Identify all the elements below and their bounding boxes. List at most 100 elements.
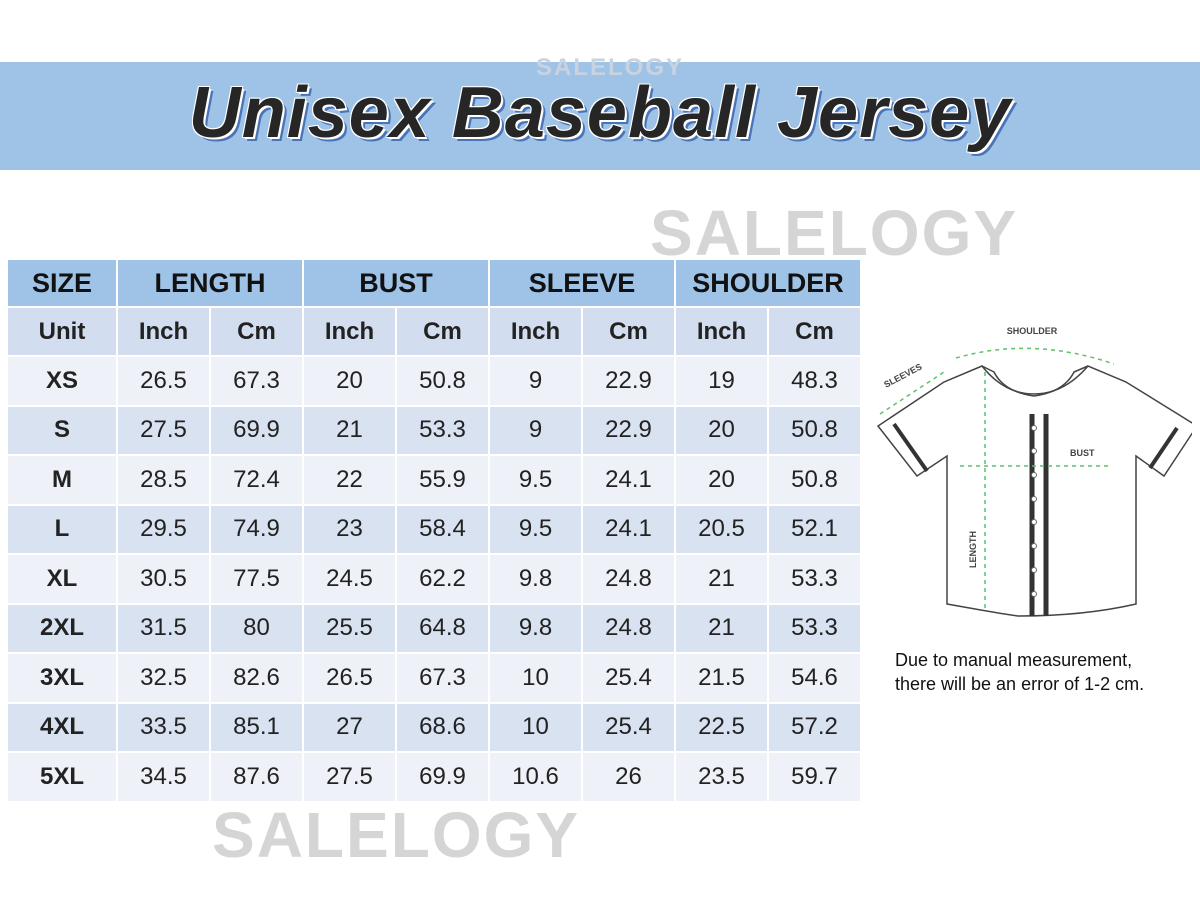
jersey-measurement-diagram: SHOULDER SLEEVES BUST LENGTH xyxy=(876,326,1192,617)
value-cell: 27.5 xyxy=(304,753,395,801)
note-line: there will be an error of 1-2 cm. xyxy=(895,674,1145,694)
value-cell: 24.5 xyxy=(304,555,395,603)
value-cell: 9.8 xyxy=(490,555,581,603)
value-cell: 24.1 xyxy=(583,456,674,504)
value-cell: 9 xyxy=(490,406,581,454)
value-cell: 27.5 xyxy=(118,406,209,454)
watermark: SALELOGY xyxy=(536,54,685,81)
value-cell: 28.5 xyxy=(118,456,209,504)
value-cell: 19 xyxy=(676,357,767,405)
label-bust: BUST xyxy=(1070,448,1095,458)
value-cell: 29.5 xyxy=(118,505,209,553)
value-cell: 72.4 xyxy=(211,456,302,504)
label-length: LENGTH xyxy=(968,531,978,568)
value-cell: 22 xyxy=(304,456,395,504)
unit-cell: Cm xyxy=(397,308,488,355)
jersey-icon xyxy=(876,365,1192,617)
value-cell: 53.3 xyxy=(769,604,860,652)
unit-cell: Inch xyxy=(304,308,395,355)
value-cell: 21 xyxy=(304,406,395,454)
page-title: Unisex Baseball Jersey xyxy=(188,73,1012,153)
header-bust: BUST xyxy=(304,260,488,306)
value-cell: 85.1 xyxy=(211,703,302,751)
value-cell: 53.3 xyxy=(397,406,488,454)
value-cell: 31.5 xyxy=(118,604,209,652)
value-cell: 50.8 xyxy=(397,357,488,405)
value-cell: 9 xyxy=(490,357,581,405)
value-cell: 24.1 xyxy=(583,505,674,553)
value-cell: 9.5 xyxy=(490,456,581,504)
header-sleeve: SLEEVE xyxy=(490,260,674,306)
value-cell: 69.9 xyxy=(211,406,302,454)
table-row: M 28.5 72.4 22 55.9 9.5 24.1 20 50.8 xyxy=(8,456,860,504)
unit-cell: Cm xyxy=(211,308,302,355)
value-cell: 67.3 xyxy=(397,654,488,702)
value-cell: 26.5 xyxy=(304,654,395,702)
value-cell: 50.8 xyxy=(769,406,860,454)
label-shoulder: SHOULDER xyxy=(1007,326,1058,336)
value-cell: 30.5 xyxy=(118,555,209,603)
value-cell: 59.7 xyxy=(769,753,860,801)
size-cell: M xyxy=(8,456,116,504)
value-cell: 33.5 xyxy=(118,703,209,751)
size-cell: 5XL xyxy=(8,753,116,801)
value-cell: 22.9 xyxy=(583,357,674,405)
value-cell: 23 xyxy=(304,505,395,553)
table-row: XS 26.5 67.3 20 50.8 9 22.9 19 48.3 xyxy=(8,357,860,405)
size-cell: 4XL xyxy=(8,703,116,751)
value-cell: 82.6 xyxy=(211,654,302,702)
watermark: SALELOGY xyxy=(212,799,581,871)
label-sleeves: SLEEVES xyxy=(882,361,923,389)
value-cell: 23.5 xyxy=(676,753,767,801)
value-cell: 67.3 xyxy=(211,357,302,405)
header-length: LENGTH xyxy=(118,260,302,306)
watermark: SALELOGY xyxy=(650,197,1019,269)
value-cell: 9.5 xyxy=(490,505,581,553)
unit-cell: Inch xyxy=(118,308,209,355)
value-cell: 9.8 xyxy=(490,604,581,652)
value-cell: 54.6 xyxy=(769,654,860,702)
header-size: SIZE xyxy=(8,260,116,306)
value-cell: 22.5 xyxy=(676,703,767,751)
title-banner xyxy=(0,62,1200,170)
table-row: 2XL 31.5 80 25.5 64.8 9.8 24.8 21 53.3 xyxy=(8,604,860,652)
value-cell: 57.2 xyxy=(769,703,860,751)
value-cell: 25.4 xyxy=(583,703,674,751)
unit-cell: Inch xyxy=(676,308,767,355)
value-cell: 26 xyxy=(583,753,674,801)
note-line: Due to manual measurement, xyxy=(895,650,1133,670)
value-cell: 68.6 xyxy=(397,703,488,751)
unit-row: Unit Inch Cm Inch Cm Inch Cm Inch Cm xyxy=(8,308,860,355)
value-cell: 24.8 xyxy=(583,555,674,603)
value-cell: 50.8 xyxy=(769,456,860,504)
table-row: 4XL 33.5 85.1 27 68.6 10 25.4 22.5 57.2 xyxy=(8,703,860,751)
value-cell: 20 xyxy=(676,456,767,504)
size-cell: 3XL xyxy=(8,654,116,702)
value-cell: 21 xyxy=(676,555,767,603)
value-cell: 27 xyxy=(304,703,395,751)
header-row: SIZE LENGTH BUST SLEEVE SHOULDER xyxy=(8,260,860,306)
value-cell: 55.9 xyxy=(397,456,488,504)
value-cell: 21 xyxy=(676,604,767,652)
value-cell: 32.5 xyxy=(118,654,209,702)
table-row: 3XL 32.5 82.6 26.5 67.3 10 25.4 21.5 54.6 xyxy=(8,654,860,702)
value-cell: 53.3 xyxy=(769,555,860,603)
value-cell: 87.6 xyxy=(211,753,302,801)
value-cell: 25.4 xyxy=(583,654,674,702)
value-cell: 10 xyxy=(490,703,581,751)
unit-cell: Cm xyxy=(769,308,860,355)
value-cell: 34.5 xyxy=(118,753,209,801)
size-cell: 2XL xyxy=(8,604,116,652)
table-row: S 27.5 69.9 21 53.3 9 22.9 20 50.8 xyxy=(8,406,860,454)
table-row: 5XL 34.5 87.6 27.5 69.9 10.6 26 23.5 59.7 xyxy=(8,753,860,801)
size-cell: XS xyxy=(8,357,116,405)
size-cell: S xyxy=(8,406,116,454)
value-cell: 10 xyxy=(490,654,581,702)
table-row: L 29.5 74.9 23 58.4 9.5 24.1 20.5 52.1 xyxy=(8,505,860,553)
value-cell: 10.6 xyxy=(490,753,581,801)
value-cell: 26.5 xyxy=(118,357,209,405)
value-cell: 80 xyxy=(211,604,302,652)
size-cell: L xyxy=(8,505,116,553)
value-cell: 20 xyxy=(304,357,395,405)
value-cell: 77.5 xyxy=(211,555,302,603)
